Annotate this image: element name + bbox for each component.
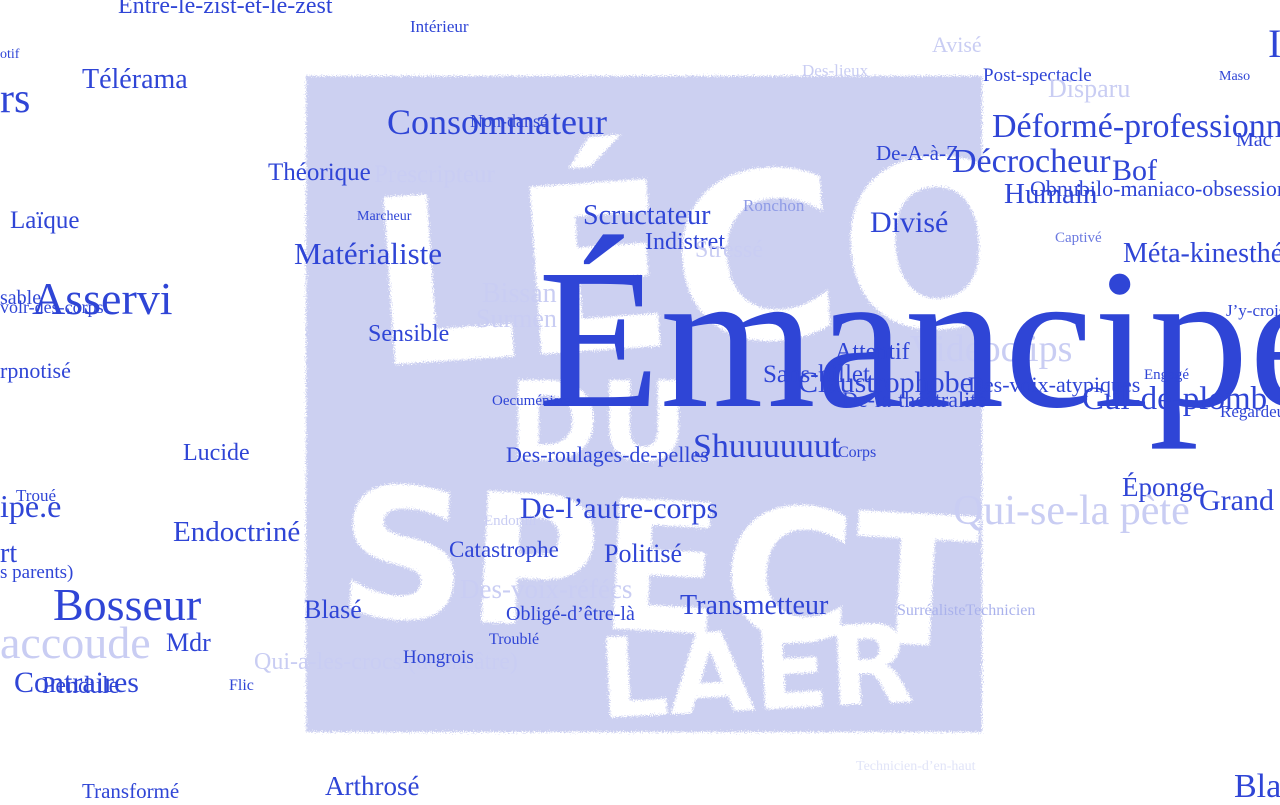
word-decrocheur: Décrocheur (952, 143, 1111, 180)
word-surmen: Surmen (476, 304, 557, 333)
word-ipe-e: ipe.e (0, 488, 62, 524)
word-des-roulages-de-pelles: Des-roulages-de-pelles (506, 442, 709, 467)
word-stresse: Stressé (695, 237, 763, 263)
word-qui-se-la-pete: Qui-se-la pète (953, 488, 1190, 534)
word-prescripteur: Prescripteur (374, 161, 495, 188)
word-oblige-d-etre-la: Obligé-d’être-là (506, 603, 635, 625)
word-entre-le-zist: Entre-le-zist-et-le-zest (118, 0, 333, 19)
word-bissan: Bissan (482, 278, 557, 309)
word-catastrophe: Catastrophe (449, 537, 559, 562)
word-rt: rt (0, 538, 18, 569)
word-des-voix-refecs: Des-voix-réfécs (460, 574, 633, 604)
word-bosseur: Bosseur (53, 579, 202, 630)
word-videoclips: Vidéoclips (910, 328, 1073, 370)
word-corps: Corps (838, 444, 877, 461)
word-maso: Maso (1219, 69, 1251, 84)
word-ronchon: Ronchon (743, 196, 805, 215)
word-deforme-professionnel: Déformé-professionnel (992, 108, 1280, 145)
word-endoctrine: Endoctriné (173, 516, 301, 548)
word-troue: Troué (16, 486, 56, 505)
word-attentif: Attentif (835, 339, 910, 365)
word-non-danse: Non-dansé (470, 111, 548, 131)
word-accoude: accoude (0, 617, 151, 668)
word-transforme: Transformé (82, 779, 180, 803)
word-claustrophobe: Claustrophobe (798, 366, 973, 399)
word-technicien-d-en-haut: Technicien-d’en-haut (856, 759, 976, 774)
word-post-spectacle: Post-spectacle (983, 65, 1092, 86)
word-avise: Avisé (932, 32, 982, 57)
word-scructateur: Scructateur (583, 200, 711, 231)
word-blase: Blasé (304, 595, 362, 624)
word-des-lieux: Des-lieux (802, 61, 869, 80)
word-parents: s parents) (0, 562, 74, 583)
svg-text:LAER: LAER (595, 599, 916, 738)
word-de-a-a-z: De-A-à-Z (876, 141, 959, 165)
word-oecumeniste: Oecuméniste (492, 393, 571, 409)
svg-text:LÉCO: LÉCO (359, 106, 990, 421)
word-de-la-theatralite: De-la-théâtralité (842, 387, 987, 412)
word-trouble: Troublé (489, 631, 540, 648)
word-de-l-autre-corps: De-l’autre-corps (520, 492, 719, 525)
word-pendule: Pendule (42, 673, 120, 699)
word-mac: Mac (1236, 129, 1272, 151)
word-transmetteur: Transmetteur (680, 590, 829, 621)
word-marcheur: Marcheur (357, 209, 412, 224)
word-i: I (1268, 21, 1280, 66)
word-laique: Laïque (10, 207, 80, 234)
word-shuuuuuut: Shuuuuuut (693, 428, 841, 465)
word-arthrose: Arthrosé (325, 771, 420, 801)
word-endormi: Endormi (484, 513, 537, 529)
word-voir-des-corps: volr-des-corps (0, 297, 104, 317)
word-sensible: Sensible (368, 321, 450, 347)
word-consommateur: Consommateur (387, 102, 607, 142)
word-politise: Politisé (604, 539, 683, 568)
word-hypnotise: rpnotisé (0, 358, 71, 383)
word-indistret: Indistret (645, 229, 725, 255)
word-qui-a-les-crocs: Qui-a-les-crocs (de théâtre) (254, 649, 518, 675)
word-obnubilo-maniaco: Obnubilo-maniaco-obsessionnel (1030, 176, 1280, 201)
word-cul-de-plomb: Cul-de-plomb (1082, 381, 1268, 417)
svg-text:SPECTEU: SPECTEU (333, 448, 990, 704)
word-meta-kinesthesique: Méta-kinesthésique (1123, 238, 1280, 269)
word-lucide: Lucide (183, 440, 250, 466)
word-bof: Bof (1112, 154, 1157, 187)
word-des-voix-atypiques: Des-voix-atypiques (968, 372, 1141, 397)
word-captive: Captivé (1055, 230, 1102, 246)
spectator-stamp-logo: LÉCO DU SPECTEU LAER (306, 76, 990, 738)
word-sable: sable (0, 287, 42, 309)
word-contraires: Contraires (14, 666, 139, 699)
word-hongrois: Hongrois (403, 647, 474, 668)
word-grand: Grand (1199, 484, 1274, 517)
word-rs: rs (0, 76, 31, 122)
word-interieur: Intérieur (410, 17, 469, 36)
word-mdr: Mdr (166, 628, 211, 657)
word-telerama: Télérama (82, 64, 188, 95)
word-divise: Divisé (870, 206, 949, 239)
word-sans-billet: Sans-billet (763, 361, 870, 388)
word-theorique: Théorique (268, 159, 371, 186)
word-engage: Engagé (1144, 367, 1189, 383)
word-humain: Humain (1004, 178, 1098, 210)
word-emancipe: Émancipé (538, 229, 1280, 450)
word-materialiste: Matérialiste (294, 236, 443, 271)
word-flic: Flic (229, 677, 254, 694)
word-surrealiste-technicien: SurréalisteTechnicien (897, 602, 1036, 619)
svg-text:DU: DU (508, 358, 689, 486)
word-asservi: Asservi (32, 273, 173, 324)
word-otif: otif (0, 47, 20, 62)
word-regardeur: Regardeur (1220, 402, 1280, 421)
word-bla: Bla (1234, 768, 1280, 805)
word-j-y-crois: J’y-crois (1226, 301, 1280, 320)
word-eponge: Éponge (1122, 472, 1205, 502)
word-disparu: Disparu (1048, 74, 1131, 103)
